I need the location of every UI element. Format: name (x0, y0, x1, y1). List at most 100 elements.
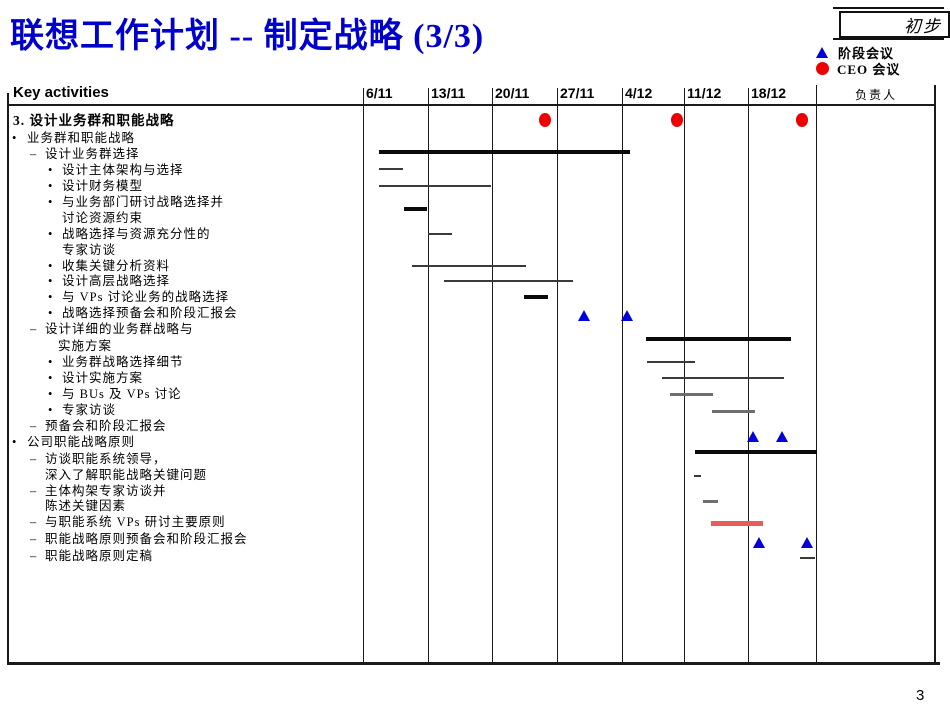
activity-bullet: – (30, 147, 38, 161)
activity-bullet: • (48, 290, 54, 304)
gridline (492, 88, 493, 662)
gantt-bar (379, 185, 491, 187)
gantt-bar (444, 280, 573, 282)
activity-bullet: • (48, 163, 54, 177)
phase-meeting-marker (801, 537, 813, 548)
activity-label: 设计业务群选择 (45, 147, 140, 161)
activity-label: 与 BUs 及 VPs 讨论 (62, 387, 182, 401)
activity-label: 专家访谈 (62, 243, 117, 257)
date-column-label: 27/11 (560, 85, 595, 101)
gantt-bar (694, 475, 701, 477)
preliminary-stamp: 初步 (839, 11, 950, 38)
legend-phase-label: 阶段会议 (838, 45, 895, 61)
activity-bullet: • (48, 355, 54, 369)
gridline (748, 88, 749, 662)
ceo-meeting-circle-icon (816, 61, 829, 75)
activity-bullet: – (30, 532, 38, 546)
owner-column-header: 负责人 (854, 88, 897, 102)
activity-bullet: – (30, 549, 38, 563)
activity-bullet: • (48, 179, 54, 193)
gantt-bar (646, 337, 791, 341)
right-border-line (934, 85, 936, 662)
phase-meeting-marker (753, 537, 765, 548)
stamp-top-line (833, 7, 944, 9)
owner-divider-line (816, 85, 817, 662)
activity-bullet: • (12, 131, 18, 145)
activity-bullet: • (48, 274, 54, 288)
activity-label: 陈述关键因素 (45, 499, 127, 513)
gantt-bar (800, 557, 815, 559)
activity-label: 设计主体架构与选择 (62, 163, 184, 177)
gantt-bar (379, 168, 403, 170)
gantt-bar (712, 409, 755, 413)
gantt-bar (703, 499, 718, 503)
bottom-border-line (7, 662, 940, 665)
gridline (363, 88, 364, 662)
header-underline (7, 104, 936, 106)
activity-bullet: • (48, 371, 54, 385)
date-column-label: 4/12 (625, 85, 653, 101)
activity-label: 专家访谈 (62, 403, 117, 417)
gantt-bar (647, 361, 695, 363)
key-activities-header: Key activities (13, 84, 109, 101)
ceo-meeting-marker (539, 113, 551, 127)
phase-meeting-triangle-icon (816, 46, 828, 58)
activity-bullet: – (30, 322, 38, 336)
left-border-line (7, 93, 9, 662)
legend-ceo-label: CEO 会议 (837, 61, 901, 77)
phase-meeting-marker (776, 431, 788, 442)
gridline (684, 88, 685, 662)
gantt-bar (412, 265, 526, 267)
stamp-text: 初步 (904, 17, 942, 36)
activity-bullet: • (48, 387, 54, 401)
activity-bullet: – (30, 419, 38, 433)
activity-label: 设计实施方案 (62, 371, 144, 385)
legend-phase-meeting: 阶段会议 (816, 44, 895, 61)
ceo-meeting-marker (671, 113, 683, 127)
activity-label: 预备会和阶段汇报会 (45, 419, 167, 433)
activity-bullet: • (48, 403, 54, 417)
gantt-bar (670, 392, 713, 396)
activity-label: 实施方案 (58, 339, 113, 353)
legend-ceo-meeting: CEO 会议 (816, 60, 901, 77)
activity-bullet: – (30, 515, 38, 529)
gantt-bar (695, 450, 817, 454)
activity-bullet: • (48, 195, 54, 209)
date-column-label: 13/11 (431, 85, 466, 101)
activity-label: 设计高层战略选择 (62, 274, 171, 288)
activity-label: 职能战略原则定稿 (45, 549, 154, 563)
activity-label: 战略选择与资源充分性的 (62, 227, 211, 241)
activity-bullet: • (48, 227, 54, 241)
activity-bullet: • (48, 259, 54, 273)
phase-meeting-marker (747, 431, 759, 442)
phase-meeting-marker (621, 310, 633, 321)
gantt-bar (711, 520, 763, 526)
slide-title: 联想工作计划 -- 制定战略 (3/3) (10, 18, 485, 55)
gridline (557, 88, 558, 662)
activity-bullet: • (12, 435, 18, 449)
activity-bullet: – (30, 484, 38, 498)
date-column-label: 6/11 (366, 85, 393, 101)
gridline (428, 88, 429, 662)
gantt-bar (524, 295, 548, 299)
activity-label: 访谈职能系统领导， (45, 452, 167, 466)
activity-label: 战略选择预备会和阶段汇报会 (62, 306, 238, 320)
gantt-bar (379, 150, 630, 154)
date-column-label: 11/12 (687, 85, 722, 101)
gantt-bar (404, 207, 427, 211)
activity-label: 与 VPs 讨论业务的战略选择 (62, 290, 230, 304)
activity-label: 主体构架专家访谈并 (45, 484, 167, 498)
activity-label: 业务群和职能战略 (27, 131, 136, 145)
activity-label: 深入了解职能战略关键问题 (45, 468, 208, 482)
gantt-bar (428, 233, 452, 235)
activity-label: 业务群战略选择细节 (62, 355, 184, 369)
activity-label: 公司职能战略原则 (27, 435, 136, 449)
page-number: 3 (916, 687, 925, 704)
gantt-bar (662, 377, 784, 379)
ceo-meeting-marker (796, 113, 808, 127)
date-column-label: 18/12 (751, 85, 787, 101)
phase-meeting-marker (578, 310, 590, 321)
stamp-bottom-line (833, 38, 944, 40)
